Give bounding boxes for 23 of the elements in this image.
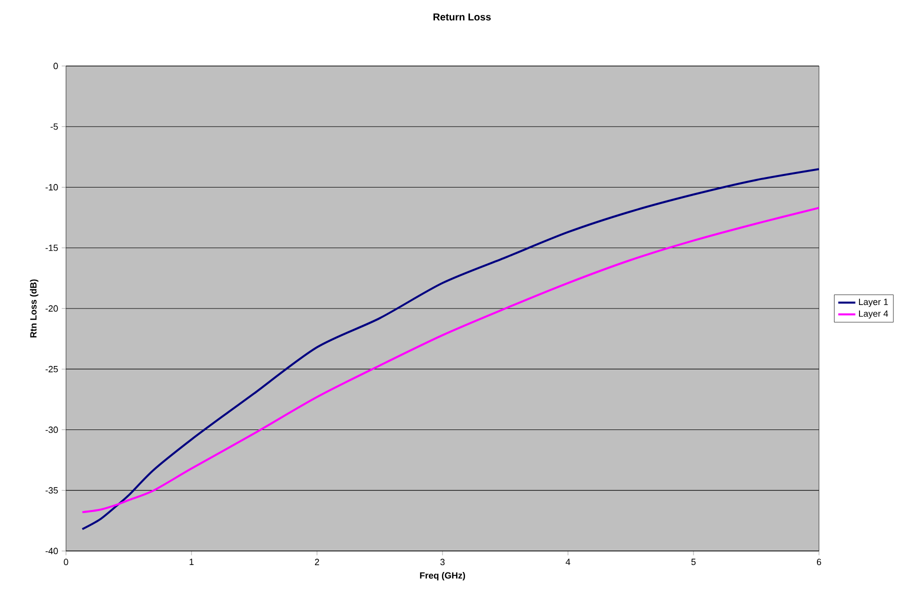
- x-tick-label: 6: [816, 558, 822, 566]
- line-series: [81, 168, 819, 530]
- y-tick-label: -15: [46, 244, 58, 252]
- chart-title: Return Loss: [434, 14, 491, 20]
- x-tick-label: 3: [440, 558, 445, 566]
- y-tick-label: -30: [46, 426, 58, 433]
- y-tick-label: -5: [50, 123, 58, 130]
- x-tick-label: 2: [314, 558, 320, 566]
- x-tick-label: 1: [190, 558, 194, 565]
- y-tick-label: -25: [46, 366, 58, 372]
- x-tick-label: 5: [691, 558, 696, 566]
- y-axis-title: Rtn Loss (dB): [30, 279, 38, 338]
- line-series: [81, 206, 819, 514]
- y-tick-label: -20: [46, 305, 58, 312]
- y-tick-label: -35: [46, 487, 58, 494]
- legend-label: Layer 4: [859, 310, 888, 319]
- legend-label: Layer 1: [859, 298, 888, 307]
- x-tick-label: 0: [64, 558, 68, 566]
- x-axis-title: Freq (GHz): [420, 572, 466, 580]
- x-tick-label: 4: [566, 558, 570, 565]
- y-tick-label: -40: [46, 548, 58, 554]
- y-tick-label: -10: [46, 184, 58, 190]
- y-tick-label: 0: [54, 62, 58, 70]
